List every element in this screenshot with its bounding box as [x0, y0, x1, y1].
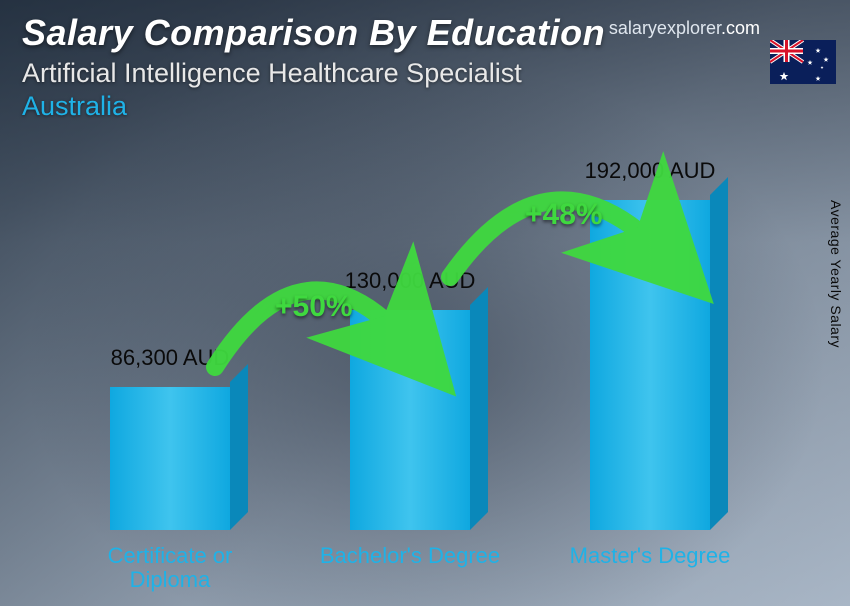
brand-label: salaryexplorer.com	[609, 18, 760, 39]
flag-icon	[770, 40, 836, 84]
category-label: Certificate or Diploma	[70, 544, 270, 592]
percent-increase-label: +50%	[275, 290, 353, 324]
page-subtitle: Artificial Intelligence Healthcare Speci…	[22, 58, 830, 89]
brand-suffix: .com	[721, 18, 760, 38]
percent-increase-label: +48%	[525, 198, 603, 232]
chart-area: 86,300 AUD130,000 AUD192,000 AUD Certifi…	[0, 130, 850, 596]
category-label: Master's Degree	[550, 544, 750, 592]
brand-name: salaryexplorer	[609, 18, 721, 38]
bar-shape	[110, 377, 230, 530]
category-labels: Certificate or Diploma Bachelor's Degree M…	[50, 544, 770, 592]
country-label: Australia	[22, 91, 830, 122]
category-label: Bachelor's Degree	[310, 544, 510, 592]
